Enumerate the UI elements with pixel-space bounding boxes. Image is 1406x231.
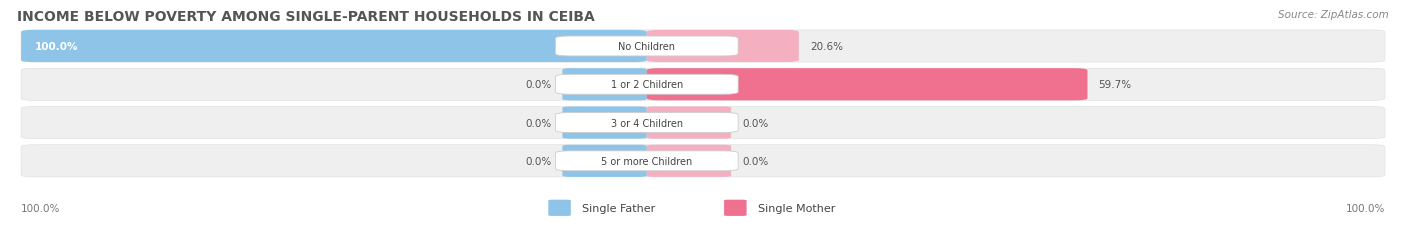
FancyBboxPatch shape [562, 69, 647, 101]
Text: No Children: No Children [619, 42, 675, 52]
Text: Single Mother: Single Mother [758, 203, 835, 213]
FancyBboxPatch shape [647, 69, 1087, 101]
FancyBboxPatch shape [548, 200, 571, 216]
Text: 0.0%: 0.0% [524, 80, 551, 90]
Text: 100.0%: 100.0% [35, 42, 79, 52]
FancyBboxPatch shape [21, 31, 647, 63]
FancyBboxPatch shape [555, 151, 738, 171]
Text: Source: ZipAtlas.com: Source: ZipAtlas.com [1278, 10, 1389, 20]
FancyBboxPatch shape [21, 31, 1385, 63]
Text: 59.7%: 59.7% [1098, 80, 1132, 90]
Text: Single Father: Single Father [582, 203, 655, 213]
Text: 0.0%: 0.0% [742, 156, 769, 166]
FancyBboxPatch shape [647, 107, 731, 139]
FancyBboxPatch shape [21, 145, 1385, 177]
Text: 100.0%: 100.0% [1346, 203, 1385, 213]
Text: 3 or 4 Children: 3 or 4 Children [610, 118, 683, 128]
FancyBboxPatch shape [562, 145, 647, 177]
Text: 0.0%: 0.0% [524, 118, 551, 128]
FancyBboxPatch shape [555, 113, 738, 133]
Text: 100.0%: 100.0% [21, 203, 60, 213]
FancyBboxPatch shape [21, 69, 1385, 101]
Text: 20.6%: 20.6% [810, 42, 844, 52]
Text: 0.0%: 0.0% [524, 156, 551, 166]
FancyBboxPatch shape [724, 200, 747, 216]
FancyBboxPatch shape [562, 107, 647, 139]
Text: 0.0%: 0.0% [742, 118, 769, 128]
FancyBboxPatch shape [555, 75, 738, 95]
FancyBboxPatch shape [555, 37, 738, 57]
Text: INCOME BELOW POVERTY AMONG SINGLE-PARENT HOUSEHOLDS IN CEIBA: INCOME BELOW POVERTY AMONG SINGLE-PARENT… [17, 10, 595, 24]
FancyBboxPatch shape [21, 107, 1385, 139]
FancyBboxPatch shape [647, 145, 731, 177]
Text: 5 or more Children: 5 or more Children [602, 156, 692, 166]
FancyBboxPatch shape [647, 31, 799, 63]
Text: 1 or 2 Children: 1 or 2 Children [610, 80, 683, 90]
